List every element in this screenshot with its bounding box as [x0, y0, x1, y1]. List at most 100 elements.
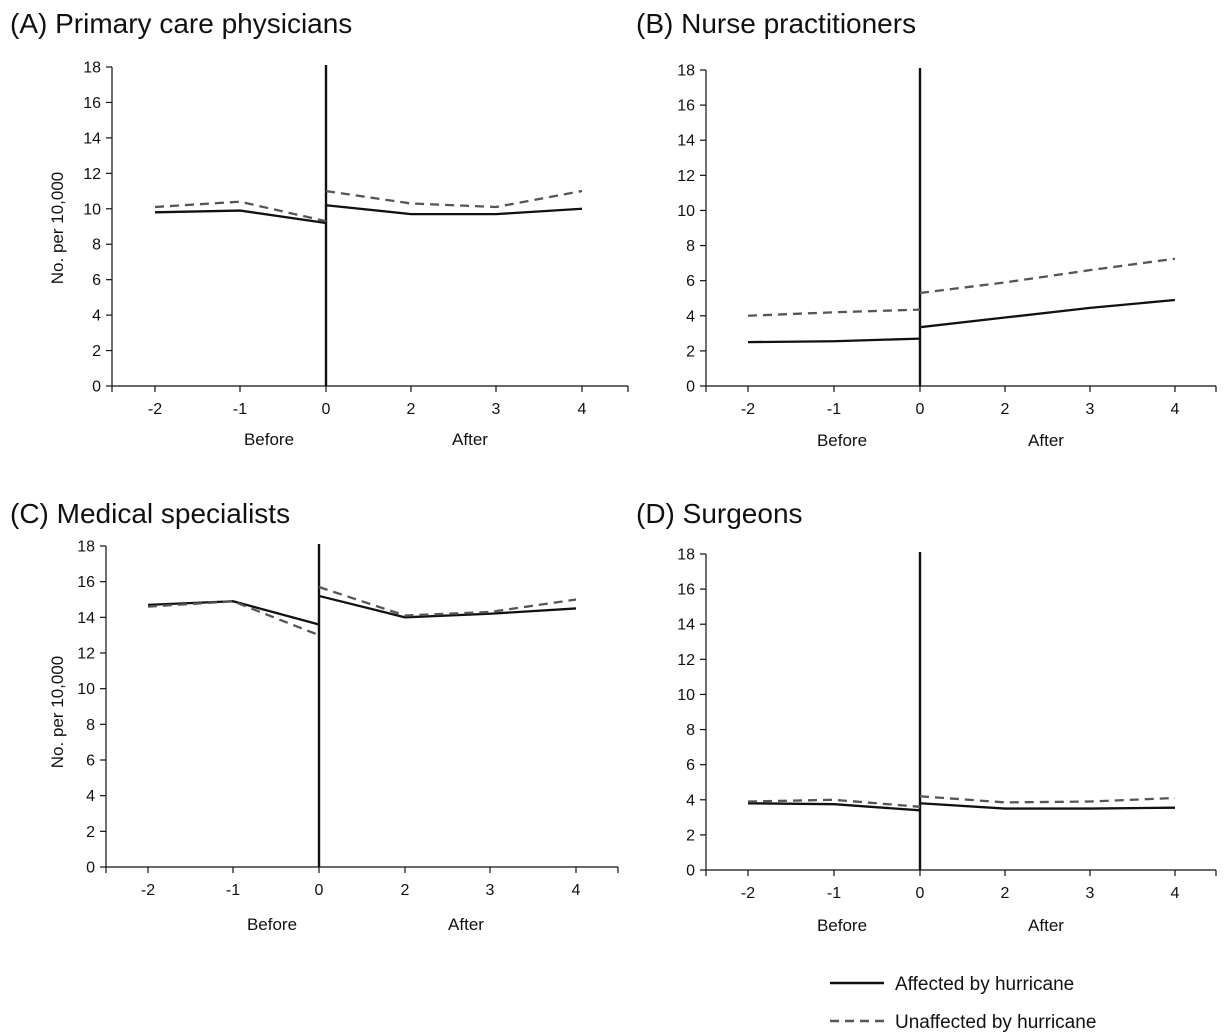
panel-d-after-label: After [1028, 916, 1064, 935]
panel-b-after-label: After [1028, 431, 1064, 450]
unaffected-series-line-after [919, 795, 1176, 804]
y-tick-label: 14 [677, 133, 695, 150]
x-tick-label: 0 [916, 401, 925, 418]
panel-a-after-label: After [452, 430, 488, 449]
unaffected-series-line-before [154, 200, 327, 223]
legend-unaffected-label: Unaffected by hurricane [895, 1012, 1096, 1033]
y-tick-label: 6 [86, 753, 95, 770]
y-tick-label: 4 [92, 308, 101, 325]
x-tick-label: 2 [1001, 401, 1010, 418]
y-tick-label: 16 [677, 98, 695, 115]
affected-series-line-after [325, 204, 583, 216]
y-tick-label: 14 [677, 617, 695, 634]
unaffected-series-line-before [747, 308, 921, 317]
x-tick-label: 4 [578, 401, 587, 418]
y-tick-label: 6 [686, 757, 695, 774]
y-tick-label: 0 [92, 379, 101, 396]
y-tick-label: 12 [677, 652, 695, 669]
x-tick-label: 4 [572, 882, 581, 899]
panel-b-before-label: Before [817, 431, 867, 450]
y-tick-label: 8 [92, 237, 101, 254]
panel-c-plot: 0 2 4 6 8 10 12 14 16 18 -2 -1 0 2 3 4 [77, 539, 619, 899]
panel-d-before-label: Before [817, 916, 867, 935]
x-tick-label: -1 [233, 401, 247, 418]
affected-series-line-after [318, 594, 577, 619]
y-tick-label: 8 [686, 722, 695, 739]
y-tick-label: 12 [677, 168, 695, 185]
y-tick-label: 6 [686, 273, 695, 290]
y-tick-label: 0 [686, 863, 695, 880]
y-tick-label: 14 [83, 130, 101, 147]
y-tick-label: 16 [77, 574, 95, 591]
unaffected-series-line-before [747, 798, 921, 808]
y-tick-label: 8 [86, 717, 95, 734]
panel-c-ylabel: No. per 10,000 [48, 656, 67, 768]
x-tick-label: -1 [827, 885, 841, 902]
y-tick-label: 18 [77, 539, 95, 556]
unaffected-series-line-after [318, 585, 577, 617]
y-tick-label: 18 [83, 60, 101, 77]
y-tick-label: 2 [86, 824, 95, 841]
y-tick-label: 4 [686, 308, 695, 325]
x-tick-label: 3 [486, 882, 495, 899]
x-tick-label: 0 [315, 882, 324, 899]
x-tick-label: 2 [401, 882, 410, 899]
y-tick-label: 4 [86, 788, 95, 805]
x-tick-label: -2 [148, 401, 162, 418]
x-tick-label: -2 [741, 401, 755, 418]
y-tick-label: 0 [686, 379, 695, 396]
y-tick-label: 14 [77, 610, 95, 627]
panel-c-title: (C) Medical specialists [10, 498, 290, 529]
x-tick-label: 0 [322, 401, 331, 418]
y-tick-label: 16 [83, 95, 101, 112]
y-tick-label: 2 [686, 343, 695, 360]
y-tick-label: 2 [686, 827, 695, 844]
affected-series-line-before [154, 209, 327, 225]
y-tick-label: 2 [92, 343, 101, 360]
y-tick-label: 12 [77, 646, 95, 663]
panel-a-ylabel: No. per 10,000 [48, 172, 67, 284]
y-tick-label: 16 [677, 582, 695, 599]
panel-a-title: (A) Primary care physicians [10, 8, 352, 39]
x-tick-label: 2 [1001, 885, 1010, 902]
x-tick-label: 4 [1171, 401, 1180, 418]
y-tick-label: 6 [92, 272, 101, 289]
x-tick-label: -1 [226, 882, 240, 899]
x-tick-label: 2 [407, 401, 416, 418]
panel-c-after-label: After [448, 915, 484, 934]
panel-a: (A) Primary care physicians No. per 10,0… [10, 8, 629, 449]
y-tick-label: 10 [677, 203, 695, 220]
x-tick-label: 4 [1171, 885, 1180, 902]
affected-series-line-before [747, 337, 921, 344]
y-tick-label: 10 [83, 201, 101, 218]
panel-a-before-label: Before [244, 430, 294, 449]
y-tick-label: 4 [686, 792, 695, 809]
y-tick-label: 0 [86, 860, 95, 877]
panel-d-title: (D) Surgeons [636, 498, 803, 529]
y-tick-label: 12 [83, 166, 101, 183]
panel-a-plot: 0 2 4 6 8 10 12 14 16 18 -2 -1 0 2 3 4 [83, 60, 629, 418]
y-tick-label: 10 [677, 687, 695, 704]
affected-series-line-after [919, 802, 1176, 810]
unaffected-series-line-after [919, 257, 1176, 295]
x-tick-label: 3 [1086, 401, 1095, 418]
x-tick-label: -2 [141, 882, 155, 899]
y-tick-label: 18 [677, 63, 695, 80]
legend: Affected by hurricane Unaffected by hurr… [830, 974, 1096, 1033]
legend-affected-label: Affected by hurricane [895, 974, 1074, 995]
x-tick-label: 3 [1086, 885, 1095, 902]
panel-c: (C) Medical specialists No. per 10,000 0… [10, 498, 619, 934]
affected-series-line-after [919, 298, 1176, 329]
affected-series-line-before [147, 600, 320, 626]
panel-c-before-label: Before [247, 915, 297, 934]
panel-b-title: (B) Nurse practitioners [636, 8, 916, 39]
y-tick-label: 8 [686, 238, 695, 255]
x-tick-label: -2 [741, 885, 755, 902]
affected-series-line-before [747, 802, 921, 812]
y-tick-label: 18 [677, 547, 695, 564]
panel-d: (D) Surgeons 0 2 4 6 8 10 12 14 16 18 -2 -1 0 2 3 4 Bef… [636, 498, 1217, 935]
panel-b-plot: 0 2 4 6 8 10 12 14 16 18 -2 -1 0 2 3 4 [677, 63, 1217, 418]
x-tick-label: 3 [492, 401, 501, 418]
panel-d-plot: 0 2 4 6 8 10 12 14 16 18 -2 -1 0 2 3 4 [677, 547, 1217, 902]
